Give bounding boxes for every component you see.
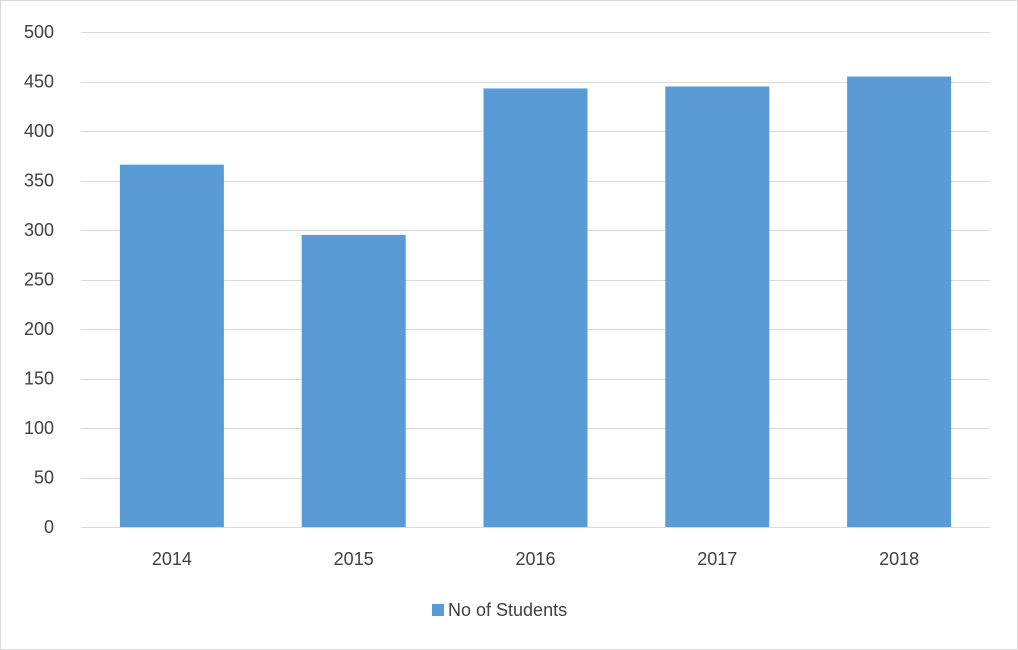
bars xyxy=(119,76,952,528)
x-tick-label: 2014 xyxy=(152,549,192,569)
bar xyxy=(847,76,952,528)
bar xyxy=(301,234,406,527)
y-tick-label: 400 xyxy=(24,121,54,141)
y-tick-label: 350 xyxy=(24,171,54,191)
y-tick-label: 450 xyxy=(24,72,54,92)
y-tick-label: 250 xyxy=(24,270,54,290)
bar xyxy=(483,88,588,528)
y-tick-label: 150 xyxy=(24,369,54,389)
bar xyxy=(119,164,224,527)
y-tick-label: 500 xyxy=(24,22,54,42)
legend-swatch xyxy=(432,604,444,616)
y-tick-label: 200 xyxy=(24,319,54,339)
x-axis-tick-labels: 2014 2015 2016 2017 2018 xyxy=(152,549,919,569)
x-tick-label: 2015 xyxy=(334,549,374,569)
legend-label: No of Students xyxy=(448,600,567,620)
legend: No of Students xyxy=(432,600,567,620)
y-tick-label: 300 xyxy=(24,220,54,240)
bar xyxy=(665,86,770,527)
y-tick-label: 100 xyxy=(24,418,54,438)
y-tick-label: 0 xyxy=(44,517,54,537)
y-tick-label: 50 xyxy=(34,468,54,488)
x-tick-label: 2018 xyxy=(879,549,919,569)
y-axis-tick-labels: 0 50 100 150 200 250 300 350 400 450 500 xyxy=(24,22,54,537)
x-tick-label: 2017 xyxy=(697,549,737,569)
x-tick-label: 2016 xyxy=(515,549,555,569)
